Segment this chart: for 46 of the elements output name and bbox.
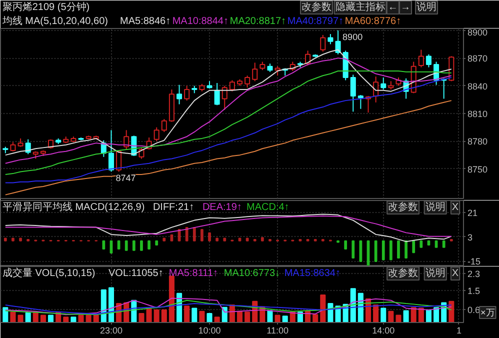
chart-title: 聚丙烯2109 (5分钟) <box>2 1 90 13</box>
y-axis-title: ×万 <box>480 308 495 318</box>
text: MA20:8817↑ <box>230 16 286 27</box>
text: MA60:8776↑ <box>344 16 402 27</box>
x-tick-label: 14:00 <box>372 326 395 336</box>
series-label: MA5:8111↑ <box>168 268 218 279</box>
text: 隐藏主指标 <box>335 1 386 13</box>
series-label: VOL:11055↑ <box>108 268 164 279</box>
annotation: 说明 <box>425 267 446 279</box>
text: MA5:8846↑ <box>120 16 171 27</box>
y-tick-label: 2.3 <box>468 269 480 280</box>
x-tick-label: 10:00 <box>198 326 221 336</box>
series-label: DIFF:21↑ <box>152 202 194 213</box>
text: ← <box>388 2 398 13</box>
y-tick-label: 8900 <box>468 28 488 38</box>
y-tick-label: 21 <box>468 208 478 218</box>
annotation: 改参数 <box>388 201 418 213</box>
y-tick-label: 3 <box>468 232 473 242</box>
annotation: 改参数 <box>388 267 418 279</box>
y-tick-label: 8870 <box>468 54 488 64</box>
annotation: 8747 <box>116 173 136 184</box>
y-tick-label: -15 <box>468 256 481 267</box>
y-tick-label: 8750 <box>468 164 488 174</box>
y-tick-label: 8810 <box>468 109 488 119</box>
text: MA10:6773↓ <box>224 268 280 279</box>
text: 说明 <box>416 1 437 13</box>
annotation: X <box>452 202 459 213</box>
annotation: 8900 <box>342 32 363 42</box>
y-tick-label: 8780 <box>468 136 488 147</box>
series-label: DEA:19↑ <box>202 202 242 213</box>
text: MACD:4↑ <box>246 202 290 213</box>
y-tick-label: 8840 <box>468 81 488 92</box>
text: MA15:8634↑ <box>284 268 340 279</box>
y-tick-label: 1.5 <box>468 286 480 296</box>
legend-title: 平滑异同平均线 MACD(12,26,9) <box>2 201 145 213</box>
legend-title: 均线 MA(5,10,20,40,60) <box>1 15 108 27</box>
legend-title: 成交量 VOL(5,10,15) <box>2 267 96 279</box>
annotation: 说明 <box>425 201 446 213</box>
x-tick-label: 23:00 <box>100 326 123 336</box>
x-tick-label: 1 <box>456 326 462 336</box>
annotation: X <box>452 268 459 279</box>
text: 改参数 <box>301 1 332 13</box>
text: MA10:8844↑ <box>172 16 228 27</box>
x-tick-label: 11:00 <box>266 326 288 336</box>
text: MA40:8797↑ <box>287 16 344 27</box>
text: → <box>400 2 411 13</box>
